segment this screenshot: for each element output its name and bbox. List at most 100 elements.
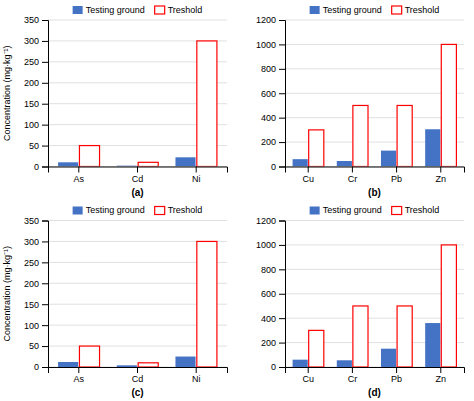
- legend-swatch: [73, 207, 83, 215]
- y-tick: 100: [24, 120, 48, 130]
- y-tick: 350: [24, 15, 48, 25]
- tick-label: Zn: [436, 174, 447, 184]
- tick-label: 300: [24, 36, 39, 46]
- tick-label: 200: [261, 338, 276, 348]
- tick-label: 250: [24, 258, 39, 268]
- x-tick: Zn: [436, 367, 447, 384]
- tick-mark: [137, 167, 138, 173]
- bar: [337, 161, 352, 166]
- tick-label: As: [74, 374, 85, 384]
- y-tick: 200: [24, 78, 48, 88]
- axis-line: [286, 368, 465, 374]
- x-tick: Cr: [348, 167, 358, 184]
- y-tick: 350: [24, 216, 48, 226]
- y-label: Concentration (mg·kg⁻¹): [2, 246, 12, 342]
- figure: 050100150200250300350AsCdNi(a)Concentrat…: [0, 0, 474, 401]
- tick-mark: [279, 93, 285, 94]
- tick-mark: [196, 367, 197, 373]
- axis-line: [49, 368, 228, 374]
- y-tick: 0: [271, 362, 285, 372]
- legend-swatch: [392, 6, 402, 14]
- legend-item: Treshold: [155, 205, 203, 215]
- grid-line: [285, 269, 464, 270]
- tick-mark: [42, 83, 48, 84]
- legend: Testing groundTreshold: [310, 205, 440, 215]
- legend-label: Treshold: [168, 5, 203, 15]
- y-tick: 1000: [256, 40, 285, 50]
- legend-item: Treshold: [392, 5, 440, 15]
- bar: [425, 323, 440, 367]
- tick-label: Pb: [391, 374, 402, 384]
- y-axis: 050100150200250300350: [24, 15, 49, 172]
- tick-label: Cr: [348, 374, 358, 384]
- tick-label: Ni: [192, 174, 201, 184]
- panel: 020040060080010001200CuCrPbZn(d)Testing …: [256, 205, 465, 398]
- grid-line: [285, 318, 464, 319]
- x-tick: As: [74, 367, 85, 384]
- bar: [117, 165, 137, 166]
- bar: [197, 241, 217, 367]
- legend-swatch: [392, 207, 402, 215]
- tick-mark: [42, 125, 48, 126]
- x-tick: Cd: [132, 167, 144, 184]
- bar: [441, 44, 456, 166]
- tick-mark: [42, 20, 48, 21]
- legend: Testing groundTreshold: [73, 5, 203, 15]
- y-tick: 1000: [256, 240, 285, 250]
- tick-mark: [279, 142, 285, 143]
- tick-label: 800: [261, 64, 276, 74]
- legend-item: Treshold: [392, 205, 440, 215]
- legend-item: Testing ground: [73, 205, 145, 215]
- grid-line: [285, 117, 464, 118]
- y-tick: 1200: [256, 216, 285, 226]
- tick-mark: [42, 62, 48, 63]
- tick-label: Cd: [132, 174, 144, 184]
- bar: [175, 157, 195, 166]
- x-tick: Cd: [132, 367, 144, 384]
- tick-label: Ni: [192, 374, 201, 384]
- tick-label: 200: [24, 279, 39, 289]
- legend-label: Testing ground: [86, 205, 145, 215]
- tick-label: 1200: [256, 216, 276, 226]
- bar: [337, 360, 352, 367]
- x-tick: Zn: [436, 167, 447, 184]
- grid-line: [285, 20, 464, 21]
- bar: [293, 159, 308, 166]
- tick-label: Cd: [132, 374, 144, 384]
- tick-label: 350: [24, 15, 39, 25]
- x-label: (c): [131, 387, 143, 398]
- tick-mark: [352, 367, 353, 373]
- grid-line: [285, 93, 464, 94]
- bar: [353, 306, 368, 367]
- tick-mark: [42, 167, 48, 168]
- bar: [381, 349, 396, 367]
- bar: [58, 362, 78, 367]
- tick-label: Zn: [436, 374, 447, 384]
- y-tick: 800: [261, 265, 285, 275]
- y-tick: 0: [271, 162, 285, 172]
- tick-mark: [279, 343, 285, 344]
- tick-label: 100: [24, 321, 39, 331]
- axis-line: [279, 221, 286, 368]
- y-tick: 150: [24, 300, 48, 310]
- legend-item: Testing ground: [310, 5, 382, 15]
- y-tick: 400: [261, 113, 285, 123]
- tick-mark: [42, 367, 48, 368]
- tick-mark: [196, 167, 197, 173]
- tick-label: 200: [261, 137, 276, 147]
- tick-mark: [42, 283, 48, 284]
- grid: [285, 221, 464, 368]
- x-tick: Ni: [192, 367, 201, 384]
- bars: [58, 241, 217, 367]
- x-label: (b): [368, 187, 381, 198]
- y-tick: 1200: [256, 15, 285, 25]
- tick-label: 0: [271, 362, 276, 372]
- tick-mark: [279, 69, 285, 70]
- grid-line: [285, 68, 464, 69]
- tick-mark: [308, 367, 309, 373]
- y-tick: 300: [24, 36, 48, 46]
- x-label: (a): [131, 187, 143, 198]
- grid-line: [285, 220, 464, 221]
- y-tick: 200: [261, 137, 285, 147]
- tick-mark: [137, 367, 138, 373]
